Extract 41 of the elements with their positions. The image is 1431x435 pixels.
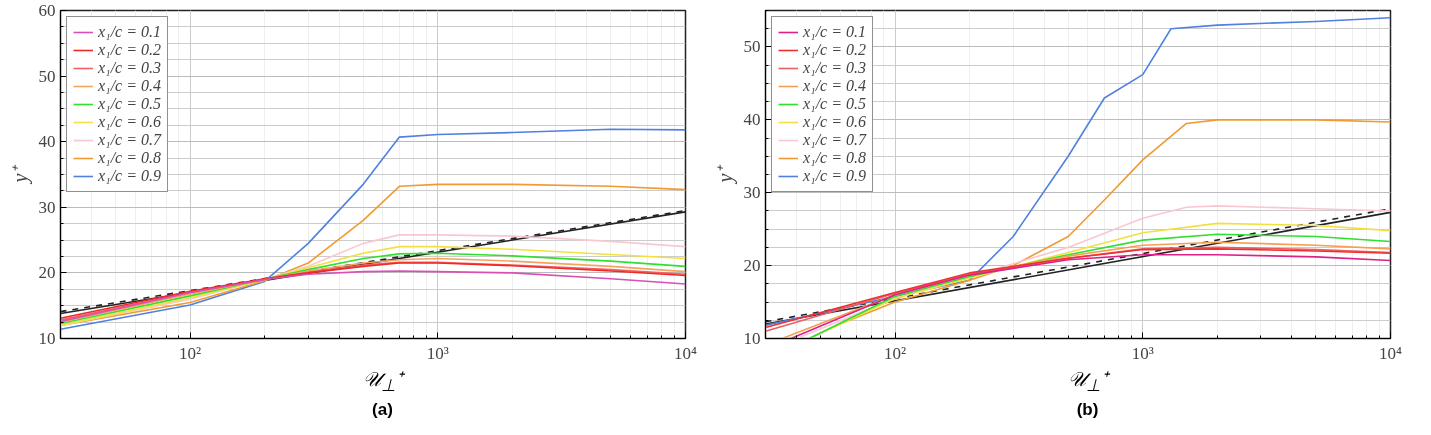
y-axis-title: y⁺ bbox=[713, 163, 737, 185]
x-tick-label: 10⁴ bbox=[1379, 343, 1403, 363]
y-tick-label: 40 bbox=[38, 132, 56, 152]
legend-label: x₁/c = 0.5 bbox=[98, 95, 162, 113]
y-axis-title: y⁺ bbox=[8, 163, 32, 185]
legend-label: x₁/c = 0.8 bbox=[803, 149, 867, 167]
legend-label: x₁/c = 0.1 bbox=[98, 23, 162, 41]
y-tick-label: 50 bbox=[743, 37, 761, 57]
y-tick-label: 20 bbox=[38, 263, 56, 283]
legend-label: x₁/c = 0.6 bbox=[803, 113, 867, 131]
x-tick-label: 10⁴ bbox=[674, 343, 698, 363]
legend-label: x₁/c = 0.5 bbox=[803, 95, 867, 113]
legend-label: x₁/c = 0.8 bbox=[98, 149, 162, 167]
y-tick-label: 30 bbox=[38, 197, 56, 217]
x-axis-title: 𝒰$_{⊥}$⁺ bbox=[1067, 367, 1108, 397]
text: (b) bbox=[1076, 398, 1099, 421]
text: (a) bbox=[372, 398, 393, 421]
y-tick-label: 40 bbox=[743, 110, 761, 130]
x-axis-title: 𝒰$_{⊥}$⁺ bbox=[362, 367, 403, 397]
x-tick-label: 10² bbox=[178, 343, 202, 363]
legend-label: x₁/c = 0.2 bbox=[98, 41, 162, 59]
x-tick-label: 10² bbox=[883, 343, 907, 363]
legend-label: x₁/c = 0.4 bbox=[98, 77, 162, 95]
legend-label: x₁/c = 0.3 bbox=[98, 59, 162, 77]
x-tick-label: 10³ bbox=[1131, 343, 1154, 363]
legend-label: x₁/c = 0.2 bbox=[803, 41, 867, 59]
y-tick-label: 10 bbox=[743, 329, 761, 348]
legend-label: x₁/c = 0.7 bbox=[803, 131, 867, 149]
legend-label: x₁/c = 0.3 bbox=[803, 59, 867, 77]
legend-label: x₁/c = 0.6 bbox=[98, 113, 162, 131]
legend-label: x₁/c = 0.1 bbox=[803, 23, 867, 41]
legend-label: x₁/c = 0.4 bbox=[803, 77, 867, 95]
y-tick-label: 30 bbox=[743, 183, 761, 203]
legend-label: x₁/c = 0.9 bbox=[98, 167, 162, 185]
y-tick-label: 60 bbox=[38, 1, 56, 20]
legend-label: x₁/c = 0.7 bbox=[98, 131, 162, 149]
y-tick-label: 10 bbox=[38, 329, 56, 348]
legend-label: x₁/c = 0.9 bbox=[803, 167, 867, 185]
x-tick-label: 10³ bbox=[426, 343, 449, 363]
y-tick-label: 20 bbox=[743, 256, 761, 276]
y-tick-label: 50 bbox=[38, 66, 56, 86]
